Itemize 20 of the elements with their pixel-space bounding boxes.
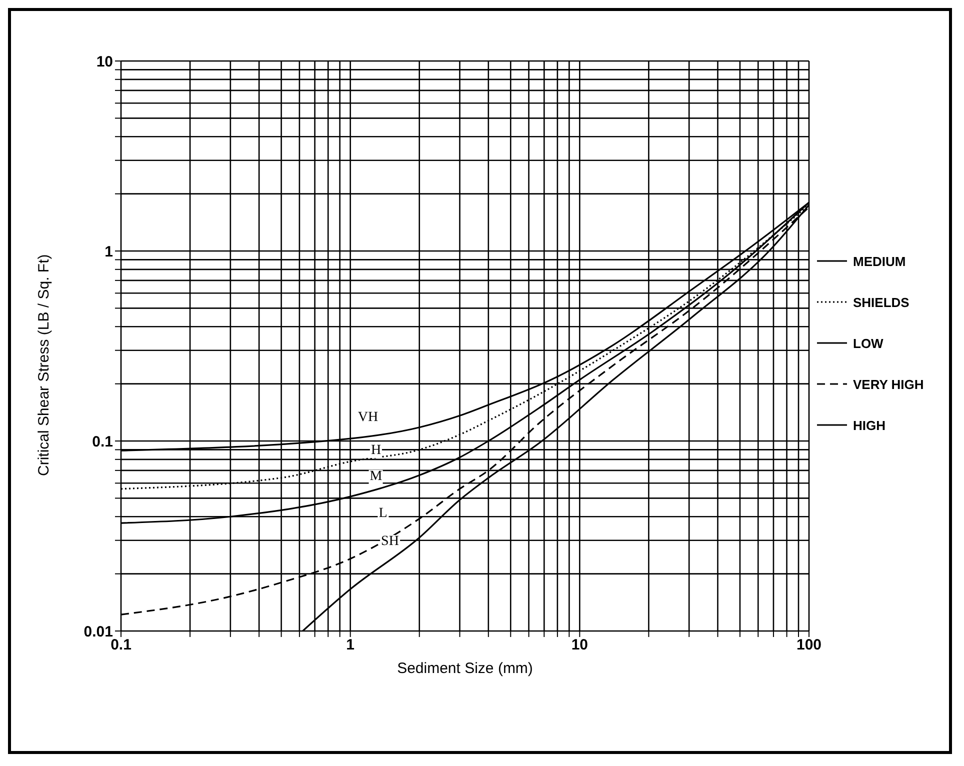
annotation: VH — [356, 410, 380, 425]
x-axis-title: Sediment Size (mm) — [397, 660, 533, 677]
x-tick-label: 100 — [796, 636, 822, 654]
legend-label: SHIELDS — [853, 294, 910, 310]
legend-label: MEDIUM — [853, 254, 906, 268]
y-axis-title: Critical Shear Stress (LB / Sq. Ft) — [35, 254, 52, 476]
annotation: H — [370, 443, 382, 458]
annotation: SH — [380, 534, 400, 549]
y-tick-label: 0.1 — [92, 433, 113, 450]
x-tick-label: 0.1 — [110, 636, 132, 654]
legend-label: LOW — [853, 336, 884, 350]
legend-label: VERY HIGH — [853, 376, 924, 392]
x-tick-label: 1 — [346, 636, 355, 654]
y-tick-label: 1 — [104, 243, 113, 260]
annotation: M — [368, 469, 384, 484]
annotation: L — [378, 506, 388, 521]
y-tick-label: 10 — [96, 53, 113, 70]
x-tick-label: 10 — [571, 636, 588, 654]
legend-label: HIGH — [853, 418, 886, 432]
y-tick-label: 0.01 — [84, 623, 113, 640]
